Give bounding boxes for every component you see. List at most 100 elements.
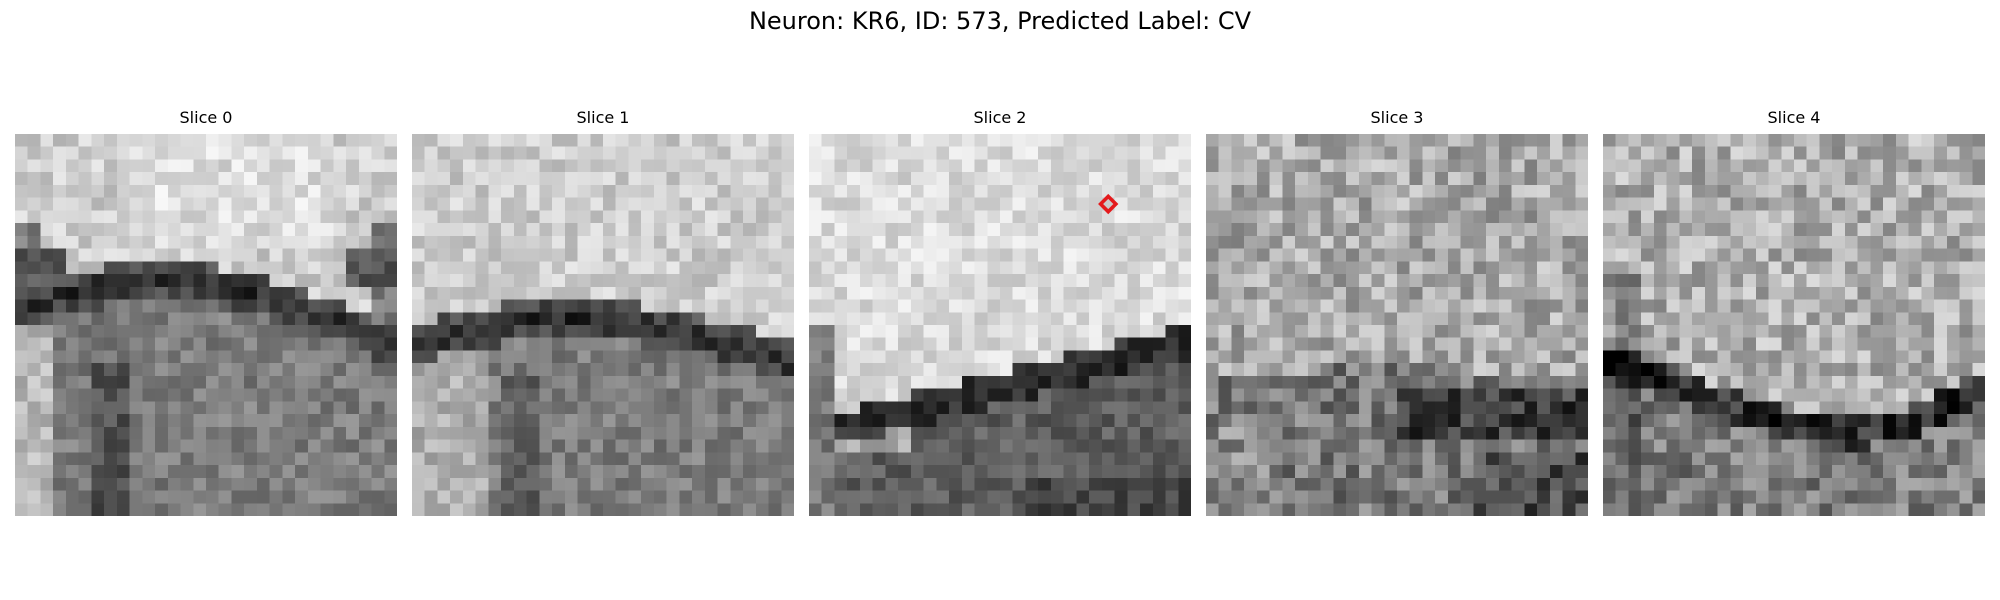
- image-pixel: [1358, 223, 1372, 237]
- image-pixel: [1038, 261, 1052, 275]
- image-pixel: [1178, 401, 1191, 415]
- image-pixel: [295, 477, 309, 491]
- image-pixel: [206, 325, 219, 338]
- image-pixel: [307, 223, 321, 237]
- image-pixel: [590, 261, 604, 275]
- image-pixel: [628, 172, 642, 186]
- image-pixel: [781, 490, 794, 504]
- image-pixel: [1333, 426, 1347, 440]
- image-pixel: [539, 248, 553, 262]
- image-pixel: [1231, 146, 1245, 160]
- image-pixel: [1486, 350, 1500, 364]
- image-pixel: [1076, 274, 1090, 288]
- image-pixel: [1730, 401, 1744, 415]
- image-pixel: [1549, 184, 1563, 198]
- image-pixel: [1025, 235, 1039, 249]
- image-pixel: [15, 439, 28, 453]
- image-pixel: [1679, 235, 1693, 249]
- image-pixel: [412, 223, 425, 237]
- image-pixel: [91, 439, 105, 453]
- image-pixel: [781, 274, 794, 288]
- image-pixel: [961, 490, 975, 504]
- image-pixel: [577, 465, 591, 479]
- image-pixel: [628, 146, 642, 160]
- image-pixel: [898, 388, 912, 402]
- image-pixel: [1549, 465, 1563, 479]
- image-pixel: [1307, 134, 1321, 147]
- image-pixel: [475, 350, 489, 364]
- image-pixel: [437, 286, 451, 300]
- image-pixel: [1768, 350, 1782, 364]
- image-pixel: [1165, 223, 1179, 237]
- image-pixel: [1422, 134, 1436, 147]
- image-pixel: [885, 452, 899, 466]
- image-pixel: [1371, 172, 1385, 186]
- image-pixel: [1615, 197, 1629, 211]
- image-pixel: [1549, 235, 1563, 249]
- image-pixel: [1832, 274, 1846, 288]
- image-pixel: [1346, 274, 1360, 288]
- image-pixel: [1498, 210, 1512, 224]
- image-pixel: [1549, 363, 1563, 377]
- image-pixel: [180, 503, 194, 516]
- image-pixel: [346, 299, 360, 313]
- image-pixel: [1256, 490, 1270, 504]
- image-pixel: [1498, 503, 1512, 516]
- image-pixel: [987, 235, 1001, 249]
- image-pixel: [1101, 375, 1115, 389]
- image-pixel: [1473, 325, 1487, 338]
- image-pixel: [1000, 426, 1013, 440]
- image-pixel: [1768, 439, 1782, 453]
- image-pixel: [412, 337, 425, 351]
- image-pixel: [1460, 134, 1474, 147]
- image-pixel: [231, 388, 245, 402]
- image-pixel: [1447, 414, 1461, 428]
- image-pixel: [1921, 210, 1935, 224]
- image-pixel: [1844, 146, 1858, 160]
- image-pixel: [1256, 337, 1270, 351]
- image-pixel: [1256, 388, 1270, 402]
- image-pixel: [155, 210, 169, 224]
- image-pixel: [1152, 452, 1166, 466]
- image-pixel: [1409, 350, 1423, 364]
- image-pixel: [961, 146, 975, 160]
- image-pixel: [859, 184, 873, 198]
- image-pixel: [872, 210, 886, 224]
- image-pixel: [692, 134, 706, 147]
- image-pixel: [961, 274, 975, 288]
- image-pixel: [1178, 503, 1191, 516]
- image-pixel: [1768, 414, 1782, 428]
- image-pixel: [1076, 465, 1090, 479]
- image-pixel: [730, 452, 744, 466]
- image-pixel: [104, 210, 118, 224]
- image-pixel: [1832, 197, 1846, 211]
- image-pixel: [872, 134, 886, 147]
- image-pixel: [1038, 197, 1052, 211]
- image-pixel: [488, 312, 502, 326]
- image-pixel: [653, 337, 667, 351]
- image-pixel: [346, 439, 360, 453]
- image-pixel: [1692, 248, 1706, 262]
- image-pixel: [1050, 235, 1064, 249]
- image-pixel: [1743, 223, 1757, 237]
- image-pixel: [1282, 172, 1296, 186]
- image-pixel: [987, 490, 1001, 504]
- image-pixel: [1844, 375, 1858, 389]
- image-pixel: [1206, 197, 1219, 211]
- image-pixel: [475, 184, 489, 198]
- image-pixel: [346, 414, 360, 428]
- image-pixel: [116, 274, 130, 288]
- image-pixel: [358, 134, 372, 147]
- image-pixel: [1743, 388, 1757, 402]
- image-pixel: [295, 197, 309, 211]
- image-pixel: [1806, 146, 1820, 160]
- image-pixel: [1498, 337, 1512, 351]
- image-pixel: [755, 401, 769, 415]
- image-pixel: [206, 414, 219, 428]
- image-pixel: [501, 477, 515, 491]
- image-pixel: [1435, 286, 1449, 300]
- image-pixel: [371, 414, 385, 428]
- image-pixel: [743, 261, 757, 275]
- image-pixel: [1972, 184, 1985, 198]
- image-pixel: [1628, 325, 1642, 338]
